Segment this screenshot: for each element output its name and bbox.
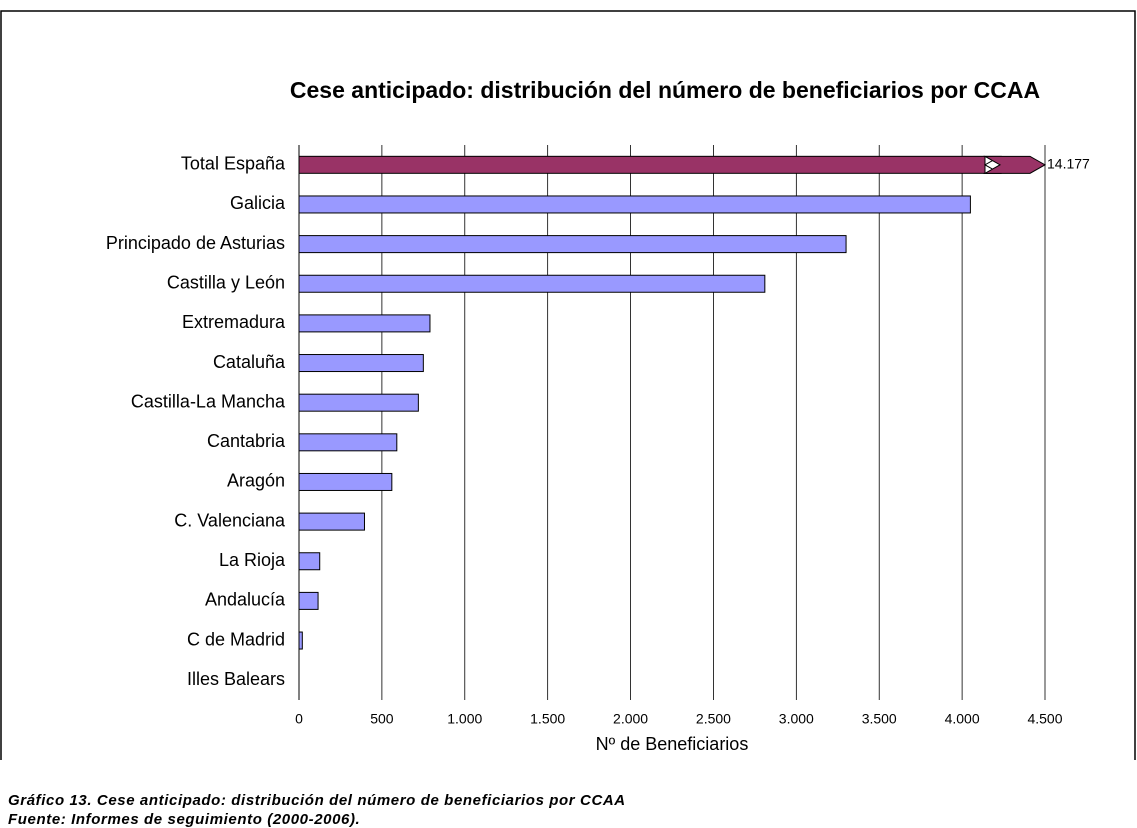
- x-axis-label: Nº de Beneficiarios: [596, 734, 749, 754]
- bar: [298, 512, 365, 531]
- bar: [298, 393, 419, 412]
- y-tick-label: Cantabria: [207, 431, 286, 451]
- x-tick-label: 2.500: [696, 711, 731, 727]
- y-tick-label: Castilla-La Mancha: [131, 391, 286, 411]
- x-tick-label: 4.500: [1027, 711, 1062, 727]
- bar: [298, 472, 393, 491]
- bar: [298, 274, 766, 293]
- y-tick-label: Cataluña: [213, 352, 286, 372]
- y-tick-label: Principado de Asturias: [106, 233, 285, 253]
- frame: [0, 10, 1136, 760]
- bar: [298, 433, 398, 452]
- x-tick-label: 4.000: [945, 711, 980, 727]
- x-tick-label: 3.500: [862, 711, 897, 727]
- bar: [298, 314, 431, 333]
- y-tick-label: Total España: [181, 154, 286, 174]
- bar-continuation: [983, 155, 1047, 174]
- y-tick-label: Illes Balears: [187, 669, 285, 689]
- y-tick-label: Aragón: [227, 471, 285, 491]
- y-tick-label: Andalucía: [205, 590, 286, 610]
- x-tick-label: 2.000: [613, 711, 648, 727]
- x-tick-label: 3.000: [779, 711, 814, 727]
- x-tick-label: 1.000: [447, 711, 482, 727]
- bar: [298, 354, 424, 373]
- x-tick-label: 500: [370, 711, 394, 727]
- x-tick-label: 1.500: [530, 711, 565, 727]
- chart-title: Cese anticipado: distribución del número…: [289, 77, 1041, 103]
- bar: [298, 631, 303, 650]
- y-tick-label: Galicia: [230, 193, 286, 213]
- value-label: 14.177: [1047, 156, 1090, 172]
- bar: [298, 552, 321, 571]
- bar: [298, 195, 971, 214]
- caption: Gráfico 13. Cese anticipado: distribució…: [8, 792, 626, 809]
- y-tick-label: C. Valenciana: [174, 510, 286, 530]
- bar: [298, 235, 847, 254]
- y-tick-label: C de Madrid: [187, 629, 285, 649]
- y-tick-label: Castilla y León: [167, 273, 285, 293]
- bar: [298, 155, 985, 174]
- caption: Fuente: Informes de seguimiento (2000-20…: [8, 811, 361, 828]
- y-tick-label: Extremadura: [182, 312, 286, 332]
- x-tick-label: 0: [295, 711, 303, 727]
- bar: [298, 591, 319, 610]
- y-tick-label: La Rioja: [219, 550, 286, 570]
